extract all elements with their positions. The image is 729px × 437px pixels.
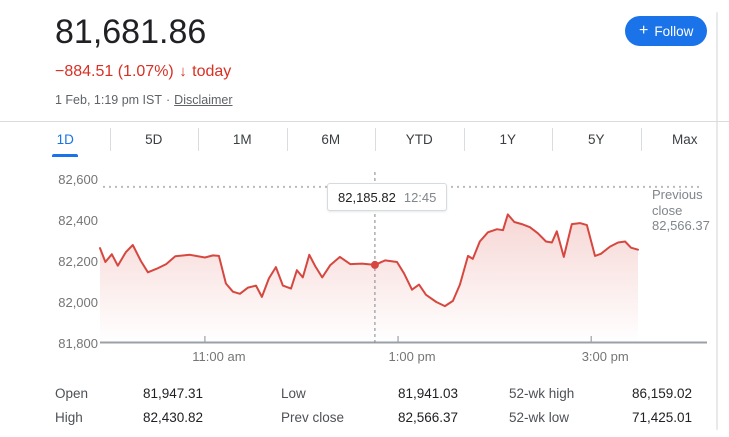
tab-ytd[interactable]: YTD — [375, 122, 464, 157]
tab-5d[interactable]: 5D — [109, 122, 199, 157]
chart-region: 82,600 82,400 82,200 82,000 81,800 11:00 am 1… — [0, 165, 729, 365]
stat-label: 52-wk low — [509, 409, 570, 425]
tab-1d[interactable]: 1D — [21, 122, 110, 157]
stat-label: Open — [55, 386, 89, 401]
previous-close-text: Previous close — [652, 187, 703, 218]
chart-line — [99, 213, 639, 308]
follow-button-label: Follow — [654, 23, 694, 39]
quote-meta-row: 1 Feb, 1:19 pm IST · Disclaimer — [55, 93, 233, 107]
quote-timestamp: 1 Feb, 1:19 pm IST — [55, 93, 162, 107]
y-axis-label: 82,600 — [58, 172, 98, 187]
plus-icon: + — [639, 22, 649, 39]
stat-label: High — [55, 409, 83, 425]
price-change-row: −884.51 (1.07%) ↓ today — [55, 63, 231, 81]
x-axis-label: 3:00 pm — [581, 349, 629, 364]
chart-area-fill — [100, 214, 638, 343]
adjacent-card-edge — [716, 12, 718, 430]
tab-5y[interactable]: 5Y — [552, 122, 641, 157]
y-axis-label: 82,400 — [58, 213, 98, 228]
y-axis-label: 82,200 — [58, 254, 98, 269]
stat-label: Low — [281, 386, 306, 401]
tab-1m[interactable]: 1M — [198, 122, 287, 157]
x-axis-label: 11:00 am — [192, 349, 246, 364]
previous-close-value: 82,566.37 — [652, 218, 710, 233]
stat-value: 81,947.31 — [143, 386, 204, 401]
crosshair-dot — [370, 260, 379, 269]
stat-value: 81,941.03 — [398, 386, 459, 401]
stat-value: 82,430.82 — [143, 409, 204, 425]
time-range-tabs: 1D 5D 1M 6M YTD 1Y 5Y Max — [0, 121, 729, 157]
arrow-down-icon: ↓ — [179, 63, 187, 80]
tab-1y[interactable]: 1Y — [463, 122, 553, 157]
stat-value: 82,566.37 — [398, 409, 459, 425]
tooltip-price: 82,185.82 — [338, 189, 396, 205]
price-change: −884.51 (1.07%) — [55, 63, 174, 80]
change-period: today — [192, 63, 232, 80]
stat-value: 86,159.02 — [632, 386, 693, 401]
stat-label: 52-wk high — [509, 386, 575, 401]
stat-label: Prev close — [281, 409, 345, 425]
stat-value: 71,425.01 — [632, 409, 693, 425]
price-value: 81,681.86 — [55, 13, 207, 51]
previous-close-label: Previous close 82,566.37 — [652, 187, 724, 234]
y-axis-label: 82,000 — [58, 295, 98, 310]
tab-max[interactable]: Max — [640, 122, 729, 157]
disclaimer-link[interactable]: Disclaimer — [174, 93, 233, 107]
chart-tooltip: 82,185.82 12:45 — [327, 183, 448, 211]
stats-table: Open 81,947.31 Low 81,941.03 52-wk high 86,15… — [0, 386, 729, 434]
tab-6m[interactable]: 6M — [286, 122, 376, 157]
y-axis-label: 81,800 — [58, 336, 98, 351]
separator-dot: · — [166, 93, 171, 107]
x-axis-label: 1:00 pm — [388, 349, 436, 364]
tooltip-time: 12:45 — [403, 189, 437, 205]
follow-button[interactable]: + Follow — [625, 16, 708, 46]
